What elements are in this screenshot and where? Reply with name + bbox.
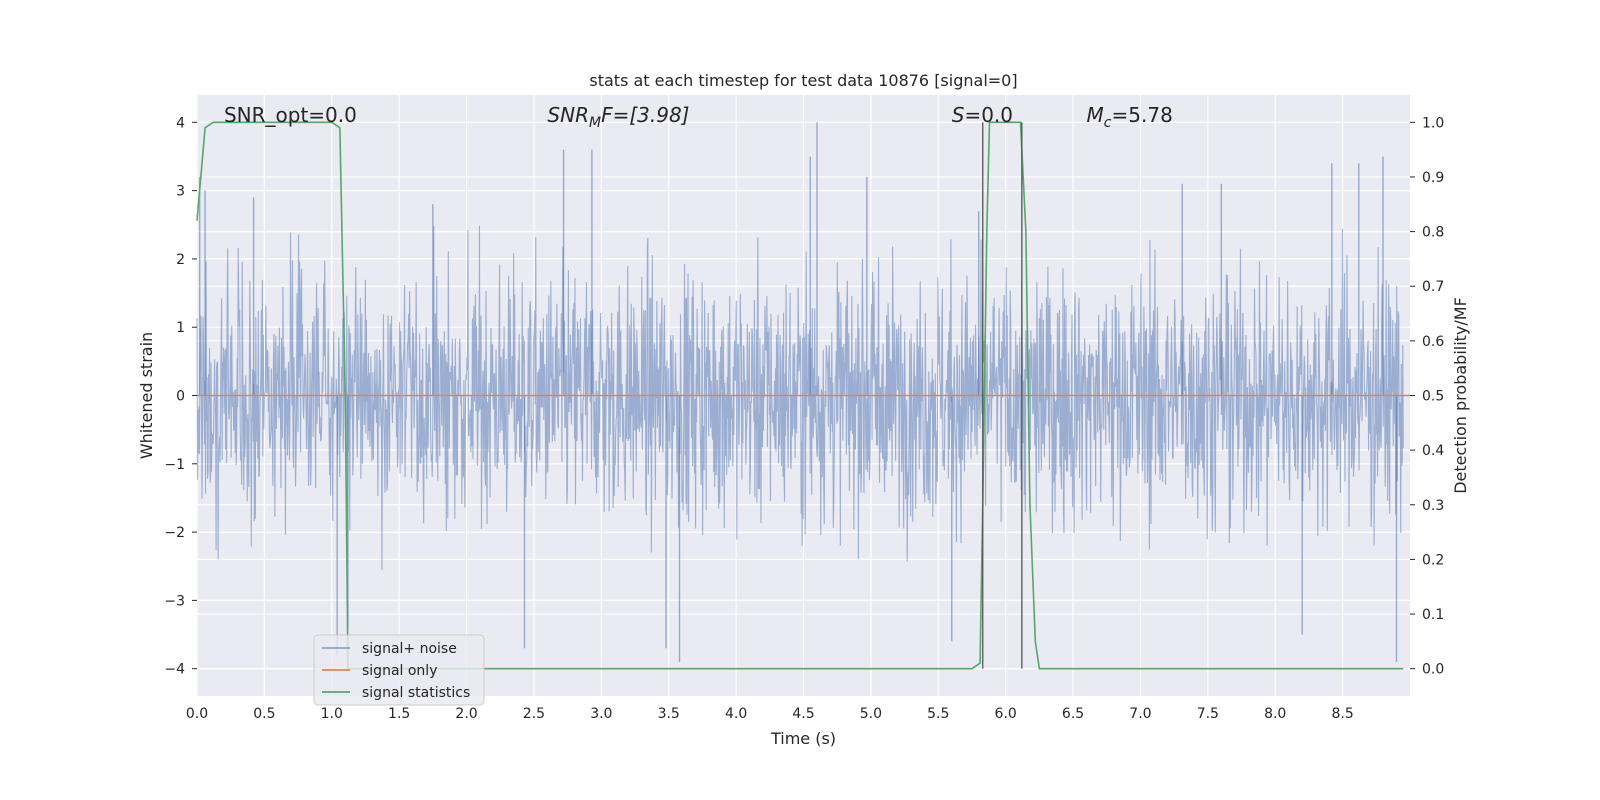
y2-tick-label: 0.9	[1422, 170, 1444, 186]
annotations: SNR_opt=0.0 SNRMF=[3.98] S=0.0 Mc=5.78	[224, 103, 1173, 131]
annotation-main: SNR	[547, 103, 589, 127]
y-tick-label: 4	[176, 115, 185, 131]
annotation-1: SNRMF=[3.98]	[547, 103, 689, 131]
y2-tick-label: 0.1	[1422, 607, 1444, 623]
annotation-rest: =0.0	[964, 103, 1013, 127]
x-tick-label: 3.5	[658, 706, 680, 722]
annotation-rest: =5.78	[1112, 103, 1173, 127]
y-tick-label: 1	[176, 320, 185, 336]
y-tick-label: −1	[164, 457, 185, 473]
signal-statistics-line	[196, 121, 1404, 670]
annotation-2: S=0.0	[952, 103, 1013, 127]
y2-tick-label: 0.5	[1422, 389, 1444, 405]
annotation-3: Mc=5.78	[1087, 103, 1173, 131]
y-tick-label: −2	[164, 525, 185, 541]
y2-axis-label: Detection probability/MF	[1451, 297, 1470, 494]
x-tick-label: 5.5	[927, 706, 949, 722]
y-tick-label: 3	[176, 184, 185, 200]
x-tick-label: 6.5	[1062, 706, 1084, 722]
legend-label: signal only	[362, 663, 437, 679]
signal-plus-noise-line	[196, 225, 1404, 570]
x-tick-label: 0.0	[186, 706, 208, 722]
x-tick-label: 1.5	[388, 706, 410, 722]
x-tick-label: 2.5	[523, 706, 545, 722]
y2-tick-label: 0.4	[1422, 443, 1444, 459]
x-ticks: 0.0 0.5 1.0 1.5 2.0 2.5 3.0 3.5 4.0 4.5 5.0 5.5 6.0 6…	[186, 706, 1354, 722]
x-tick-label: 8.0	[1264, 706, 1286, 722]
x-tick-label: 8.5	[1331, 706, 1353, 722]
y2-tick-label: 0.7	[1422, 279, 1444, 295]
y-axis-label: Whitened strain	[137, 332, 156, 459]
x-tick-label: 0.5	[253, 706, 275, 722]
y-tick-label: 0	[176, 389, 185, 405]
y2-tick-label: 0.6	[1422, 334, 1444, 350]
x-tick-label: 3.0	[590, 706, 612, 722]
x-tick-label: 7.5	[1197, 706, 1219, 722]
y-tick-label: 2	[176, 252, 185, 268]
legend-label: signal statistics	[362, 685, 470, 701]
y2-tick-label: 0.0	[1422, 662, 1444, 678]
annotation-main: M	[1087, 103, 1104, 127]
y2-tick-label: 0.2	[1422, 552, 1444, 568]
x-tick-label: 4.0	[725, 706, 747, 722]
annotation-rest: F=[3.98]	[601, 103, 689, 127]
legend-label: signal+ noise	[362, 641, 457, 657]
y2-ticks: 0.0 0.1 0.2 0.3 0.4 0.5 0.6 0.7 0.8 0.9 1.0	[1410, 115, 1444, 678]
annotation-0: SNR_opt=0.0	[224, 103, 357, 127]
y2-tick-label: 1.0	[1422, 115, 1444, 131]
x-tick-label: 4.5	[792, 706, 814, 722]
chart-title: stats at each timestep for test data 108…	[589, 71, 1017, 90]
y2-tick-label: 0.8	[1422, 225, 1444, 241]
annotation-sub: M	[589, 115, 601, 131]
y2-tick-label: 0.3	[1422, 498, 1444, 514]
legend: signal+ noise signal only signal statistic…	[313, 634, 485, 706]
x-tick-label: 1.0	[321, 706, 343, 722]
y-tick-label: −3	[164, 593, 185, 609]
x-tick-label: 6.0	[995, 706, 1017, 722]
annotation-sub: c	[1104, 115, 1112, 131]
series-lines	[196, 121, 1410, 670]
x-tick-label: 7.0	[1129, 706, 1151, 722]
x-tick-label: 5.0	[860, 706, 882, 722]
annotation-main: S	[952, 103, 965, 127]
vertical-markers	[982, 122, 1023, 669]
series-signal-plus-noise	[196, 122, 1404, 662]
legend-box	[313, 634, 485, 706]
y-tick-label: −4	[164, 662, 185, 678]
x-axis-label: Time (s)	[770, 729, 836, 748]
x-tick-label: 2.0	[455, 706, 477, 722]
y-ticks: −4 −3 −2 −1 0 1 2 3 4	[164, 115, 197, 678]
